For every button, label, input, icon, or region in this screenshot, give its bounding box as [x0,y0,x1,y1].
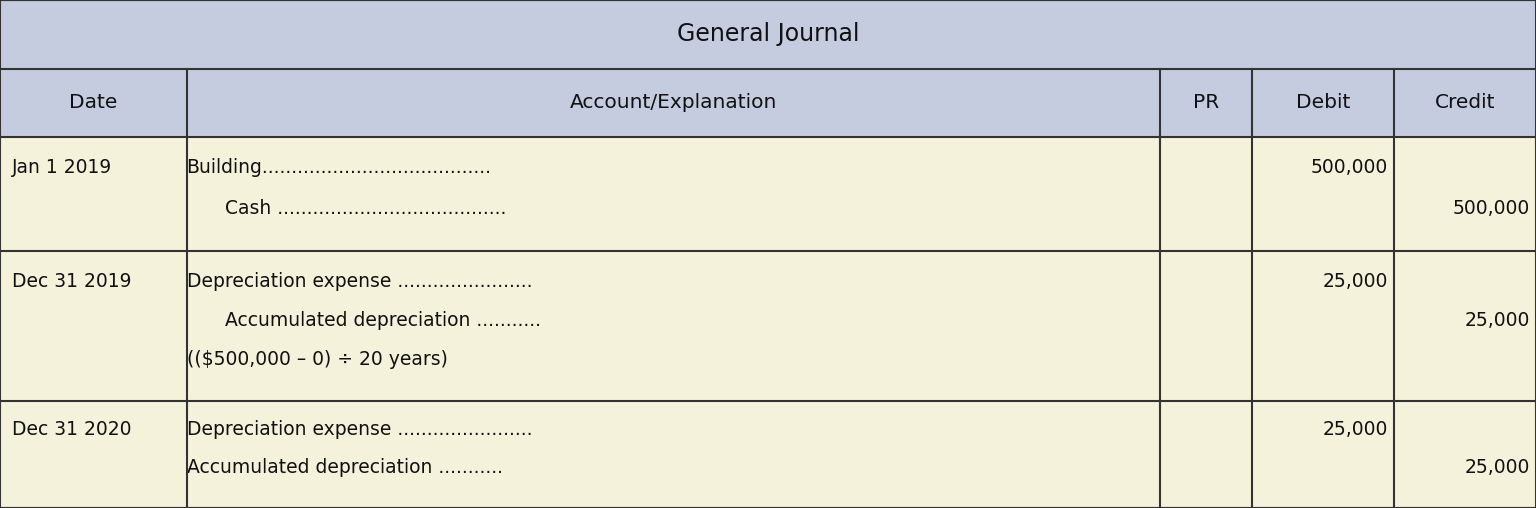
Text: Building.......................................: Building................................… [187,158,492,177]
Bar [0,401,1536,508]
Text: 25,000: 25,000 [1322,421,1387,439]
Text: 25,000: 25,000 [1322,272,1387,291]
Text: Credit: Credit [1435,93,1495,112]
Text: Depreciation expense .......................: Depreciation expense ...................… [187,421,531,439]
Text: 25,000: 25,000 [1464,459,1530,478]
Text: 500,000: 500,000 [1453,199,1530,218]
Bar [0,137,1536,251]
Bar [0,251,1536,401]
Text: PR: PR [1192,93,1220,112]
Bar [0,69,1536,137]
Text: Debit: Debit [1296,93,1350,112]
Text: Cash .......................................: Cash ...................................… [224,199,507,218]
Text: 25,000: 25,000 [1464,311,1530,330]
Text: Jan 1 2019: Jan 1 2019 [12,158,112,177]
Text: Dec 31 2020: Dec 31 2020 [12,421,132,439]
Text: (($500,000 – 0) ÷ 20 years): (($500,000 – 0) ÷ 20 years) [187,351,447,369]
Text: Accumulated depreciation ...........: Accumulated depreciation ........... [224,311,541,330]
Text: Dec 31 2019: Dec 31 2019 [12,272,132,291]
Text: 500,000: 500,000 [1310,158,1387,177]
Text: Date: Date [69,93,117,112]
Bar [0,0,1536,69]
Text: Account/Explanation: Account/Explanation [570,93,777,112]
Text: Depreciation expense .......................: Depreciation expense ...................… [187,272,531,291]
Text: Accumulated depreciation ...........: Accumulated depreciation ........... [187,459,502,478]
Text: General Journal: General Journal [677,22,859,46]
